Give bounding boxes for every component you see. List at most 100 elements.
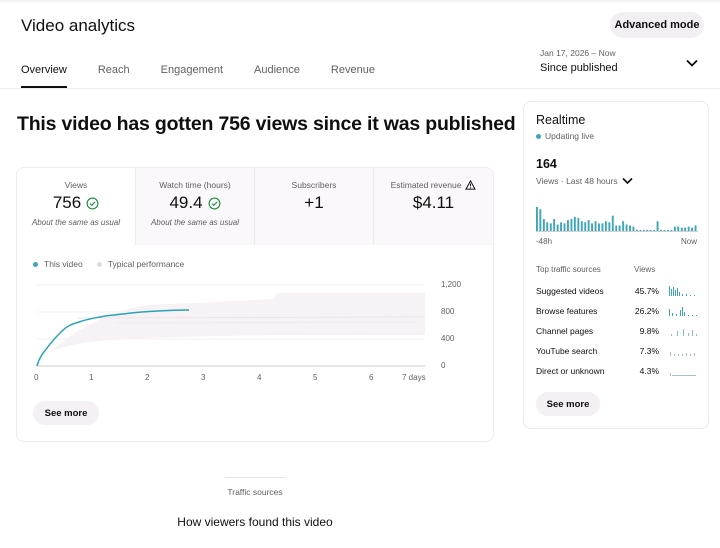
tab-revenue[interactable]: Revenue bbox=[330, 64, 375, 76]
realtime-period-label: Views · Last 48 hours bbox=[536, 176, 618, 186]
date-range-picker[interactable]: Jan 17, 2026 – Now Since published bbox=[540, 48, 706, 80]
source-pct: 26.2% bbox=[634, 306, 659, 316]
metric-value-row: 49.4 bbox=[136, 193, 254, 213]
x-tick: 1 bbox=[89, 373, 94, 382]
tab-overview[interactable]: Overview bbox=[21, 64, 67, 88]
x-tick: 5 bbox=[313, 373, 318, 382]
realtime-bar-chart[interactable] bbox=[536, 206, 698, 232]
sparkline bbox=[670, 373, 696, 376]
source-pct: 9.8% bbox=[639, 326, 659, 336]
chevron-down-icon bbox=[686, 59, 698, 67]
source-pct: 7.3% bbox=[639, 346, 659, 356]
source-name: Suggested videos bbox=[536, 286, 604, 296]
source-name: Browse features bbox=[536, 306, 598, 316]
metric-watch-time[interactable]: Watch time (hours) 49.4 About the same a… bbox=[136, 168, 255, 245]
warning-icon bbox=[465, 180, 477, 190]
realtime-period-dropdown[interactable]: Views · Last 48 hours bbox=[536, 176, 633, 186]
section-title: How viewers found this video bbox=[177, 515, 333, 529]
realtime-axis-end: Now bbox=[680, 237, 697, 246]
y-tick: 400 bbox=[441, 334, 455, 343]
metric-estimated-revenue[interactable]: Estimated revenue $4.11 bbox=[374, 168, 493, 245]
legend-dot bbox=[96, 261, 102, 267]
see-more-button[interactable]: See more bbox=[33, 401, 99, 425]
metric-label-row: Estimated revenue bbox=[374, 180, 493, 190]
metric-value: $4.11 bbox=[412, 193, 455, 212]
metric-value-row: +1 bbox=[255, 193, 373, 213]
source-pct: 45.7% bbox=[634, 286, 659, 296]
live-dot-icon bbox=[536, 133, 541, 139]
source-name: Direct or unknown bbox=[536, 366, 605, 376]
realtime-status: Updating live bbox=[536, 131, 594, 141]
traffic-source-row[interactable]: Suggested videos 45.7% bbox=[536, 286, 700, 300]
metric-label: Subscribers bbox=[291, 180, 337, 190]
metric-label: Watch time (hours) bbox=[159, 180, 231, 190]
metric-value: 49.4 bbox=[169, 193, 203, 212]
chart-legend: This video Typical performance bbox=[33, 259, 198, 269]
page-title: Video analytics bbox=[21, 16, 136, 35]
tab-engagement[interactable]: Engagement bbox=[160, 64, 224, 76]
legend-label: This video bbox=[44, 259, 83, 269]
realtime-title: Realtime bbox=[536, 113, 586, 127]
legend-this-video: This video bbox=[33, 259, 83, 269]
realtime-card: Realtime Updating live 164 Views · Last … bbox=[523, 101, 709, 429]
y-tick: 0 bbox=[441, 361, 446, 370]
metric-tabs: Views 756 About the same as usual Watch … bbox=[17, 168, 493, 245]
realtime-count: 164 bbox=[536, 157, 557, 171]
traffic-source-row[interactable]: Direct or unknown 4.3% bbox=[536, 366, 700, 380]
x-tick: 0 bbox=[34, 373, 39, 382]
check-circle-icon bbox=[208, 197, 220, 209]
traffic-sources-header: Top traffic sources Views bbox=[536, 265, 700, 274]
y-tick: 800 bbox=[441, 307, 455, 316]
traffic-source-row[interactable]: Browse features 26.2% bbox=[536, 306, 700, 320]
sparkline bbox=[669, 286, 695, 296]
header-views-label: Views bbox=[634, 265, 656, 274]
advanced-mode-button[interactable]: Advanced mode bbox=[610, 12, 704, 38]
metric-note: About the same as usual bbox=[31, 218, 121, 227]
top-border bbox=[0, 0, 720, 2]
overview-card: Views 756 About the same as usual Watch … bbox=[16, 167, 494, 442]
x-tick: 6 bbox=[369, 373, 374, 382]
date-range-label: Since published bbox=[540, 62, 618, 74]
metric-label: Estimated revenue bbox=[390, 180, 462, 190]
metric-value-row: 756 bbox=[17, 193, 135, 213]
sparkline bbox=[670, 352, 695, 356]
chevron-down-icon bbox=[622, 177, 633, 185]
tab-audience[interactable]: Audience bbox=[254, 64, 300, 76]
metric-value: +1 bbox=[304, 193, 324, 212]
traffic-source-row[interactable]: YouTube search 7.3% bbox=[536, 346, 700, 360]
headline: This video has gotten 756 views since it… bbox=[17, 113, 516, 135]
source-name: Channel pages bbox=[536, 326, 594, 336]
legend-dot bbox=[33, 261, 38, 267]
tab-reach[interactable]: Reach bbox=[97, 64, 130, 76]
tabs-divider bbox=[0, 88, 720, 89]
metric-value-row: $4.11 bbox=[374, 193, 493, 213]
source-pct: 4.3% bbox=[639, 366, 659, 376]
x-tick: 7 days bbox=[402, 373, 426, 382]
x-tick: 4 bbox=[257, 373, 262, 382]
section-label: Traffic sources bbox=[227, 487, 283, 497]
legend-typical: Typical performance bbox=[96, 259, 185, 269]
metric-views[interactable]: Views 756 About the same as usual bbox=[17, 168, 136, 245]
x-tick: 3 bbox=[201, 373, 206, 382]
y-tick: 1,200 bbox=[441, 280, 462, 289]
sparkline bbox=[671, 329, 697, 336]
check-circle-icon bbox=[86, 197, 99, 209]
legend-label: Typical performance bbox=[107, 259, 185, 269]
realtime-axis-start: -48h bbox=[536, 237, 553, 246]
date-range-text: Jan 17, 2026 – Now bbox=[540, 48, 616, 58]
section-divider bbox=[225, 477, 285, 478]
sparkline bbox=[669, 307, 697, 316]
realtime-see-more-button[interactable]: See more bbox=[536, 392, 600, 416]
header-source-label: Top traffic sources bbox=[536, 265, 601, 274]
x-tick: 2 bbox=[145, 373, 150, 382]
metric-note: About the same as usual bbox=[150, 218, 240, 227]
metric-value: 756 bbox=[52, 193, 82, 212]
tab-bar: Overview Reach Engagement Audience Reven… bbox=[21, 64, 406, 88]
realtime-status-text: Updating live bbox=[545, 131, 595, 141]
metric-label: Views bbox=[64, 180, 88, 190]
views-line-chart[interactable] bbox=[17, 273, 494, 383]
metric-subscribers[interactable]: Subscribers +1 bbox=[255, 168, 374, 245]
source-name: YouTube search bbox=[536, 346, 598, 356]
traffic-source-row[interactable]: Channel pages 9.8% bbox=[536, 326, 700, 340]
